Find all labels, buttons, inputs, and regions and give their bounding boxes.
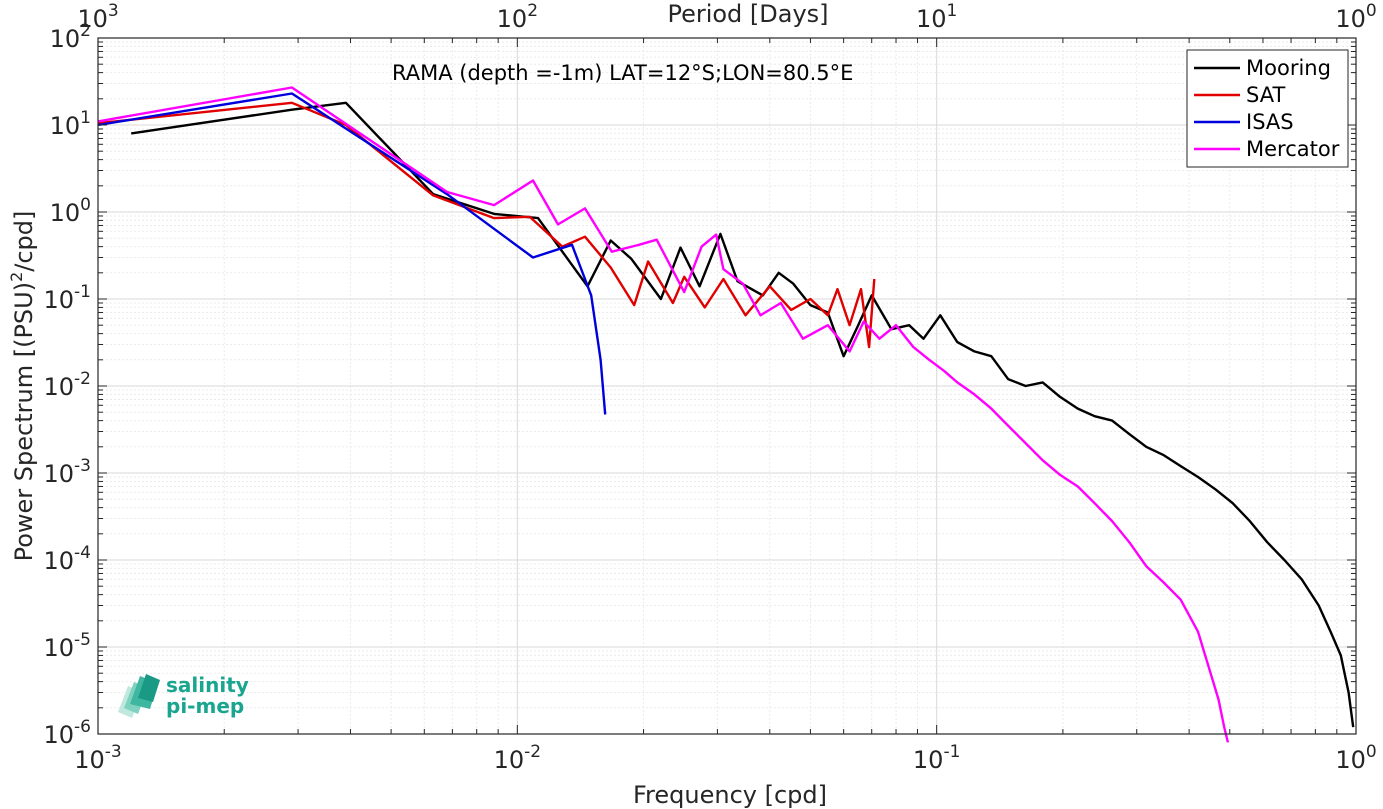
- grid-lines: [97, 38, 1356, 735]
- y-axis-title-tail: /cpd]: [10, 211, 38, 272]
- top-tick-label: 103: [77, 1, 118, 33]
- tick-marks: [97, 37, 1357, 735]
- legend-label-mercator: Mercator: [1246, 137, 1340, 161]
- y-tick-label: 10-6: [44, 717, 92, 749]
- legend-label-isas: ISAS: [1246, 110, 1294, 134]
- logo-text-line2: pi-mep: [166, 694, 244, 718]
- x-axis-title: Frequency [cpd]: [633, 781, 827, 809]
- top-axis-title: Period [Days]: [667, 0, 828, 28]
- series-line-mooring: [131, 101, 1355, 728]
- legend-label-mooring: Mooring: [1246, 56, 1331, 80]
- logo-mark-icon: [118, 674, 160, 718]
- x-tick-label: 10-1: [913, 742, 961, 774]
- legend-box: [1186, 49, 1349, 168]
- legend: Mooring SAT ISAS Mercator: [1186, 49, 1349, 168]
- y-tick-label: 10-3: [44, 456, 92, 488]
- x-tick-label: 100: [1335, 742, 1376, 774]
- series-line-isas: [97, 92, 607, 415]
- y-tick-label: 102: [50, 21, 91, 53]
- top-tick-label: 100: [1335, 1, 1376, 33]
- series-line-sat: [97, 101, 876, 349]
- y-tick-label: 100: [50, 195, 91, 227]
- top-tick-label: 101: [916, 1, 957, 33]
- y-tick-label: 101: [50, 108, 91, 140]
- legend-label-sat: SAT: [1246, 83, 1285, 107]
- y-axis-title-main: Power Spectrum [(PSU): [10, 282, 38, 561]
- x-tick-label: 10-3: [74, 742, 122, 774]
- y-axis-title-sup: 2: [7, 272, 26, 282]
- logo-text-line1: salinity: [166, 673, 249, 697]
- chart-annotation: RAMA (depth =-1m) LAT=12°S;LON=80.5°E: [392, 61, 853, 85]
- x-tick-label: 10-2: [494, 742, 542, 774]
- y-axis-title: Power Spectrum [(PSU)2/cpd]: [7, 211, 38, 562]
- series-group: [97, 86, 1355, 743]
- salinity-pi-mep-logo: salinity pi-mep: [118, 673, 249, 718]
- top-tick-label: 102: [497, 1, 538, 33]
- series-line-mercator: [97, 86, 1230, 743]
- y-tick-label: 10-5: [44, 630, 92, 662]
- y-tick-label: 10-2: [44, 369, 92, 401]
- y-tick-label: 10-4: [44, 543, 92, 575]
- y-tick-label: 10-1: [44, 282, 92, 314]
